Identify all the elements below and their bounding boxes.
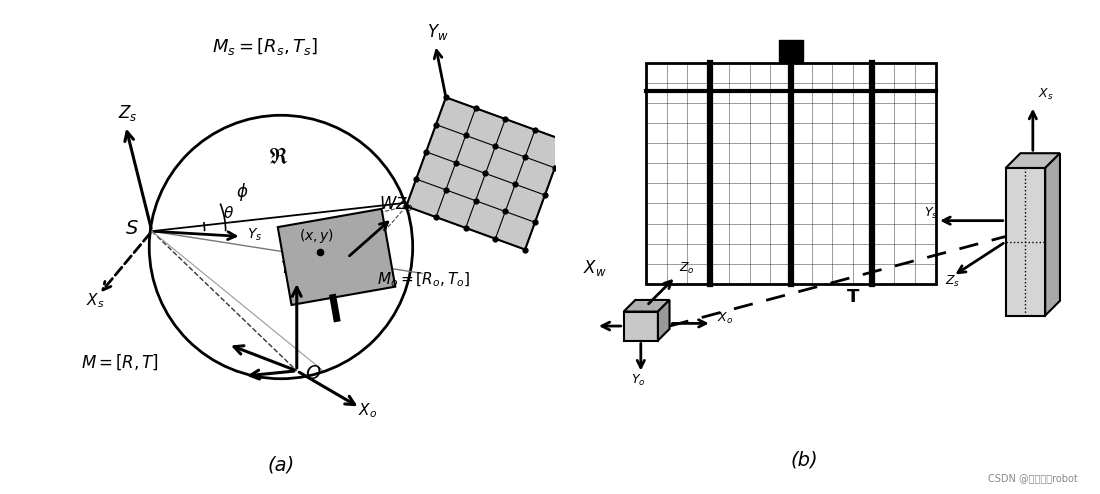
Text: $M_o=[R_o,T_o]$: $M_o=[R_o,T_o]$ xyxy=(376,270,470,288)
Text: $(x,y)$: $(x,y)$ xyxy=(299,227,334,245)
Polygon shape xyxy=(658,300,670,340)
Text: $Z_o$: $Z_o$ xyxy=(680,260,695,276)
Text: $X_s$: $X_s$ xyxy=(86,291,104,310)
Text: $\phi$: $\phi$ xyxy=(236,181,249,203)
Text: $O$: $O$ xyxy=(305,364,321,383)
Text: $W$: $W$ xyxy=(379,195,398,213)
Text: $S$: $S$ xyxy=(125,219,139,238)
Polygon shape xyxy=(1005,153,1060,168)
Text: (a): (a) xyxy=(267,456,295,475)
Text: $X_o$: $X_o$ xyxy=(359,402,377,420)
Text: $Y_s$: $Y_s$ xyxy=(246,227,262,244)
Text: $\theta$: $\theta$ xyxy=(223,205,234,221)
Text: $Z_o$: $Z_o$ xyxy=(395,195,414,214)
Polygon shape xyxy=(624,300,670,312)
Text: $M_s=[R_s,T_s]$: $M_s=[R_s,T_s]$ xyxy=(212,36,318,57)
Text: $X_o$: $X_o$ xyxy=(717,311,733,326)
Text: $\mathbf{T}$: $\mathbf{T}$ xyxy=(846,288,860,306)
Text: $Y_w$: $Y_w$ xyxy=(428,22,449,42)
Text: CSDN @果壳中的robot: CSDN @果壳中的robot xyxy=(989,473,1078,484)
Text: $M=[R,T]$: $M=[R,T]$ xyxy=(80,353,158,372)
Text: $Z_s$: $Z_s$ xyxy=(945,274,960,289)
Polygon shape xyxy=(278,209,395,305)
Text: (b): (b) xyxy=(790,451,818,470)
Text: $Y_o$: $Y_o$ xyxy=(631,373,646,388)
Polygon shape xyxy=(1045,153,1060,316)
Text: $Z_s$: $Z_s$ xyxy=(118,103,138,123)
Bar xyxy=(646,63,936,284)
Bar xyxy=(780,41,803,63)
Text: $X_s$: $X_s$ xyxy=(1038,87,1054,102)
Bar xyxy=(624,312,658,340)
Polygon shape xyxy=(406,97,564,249)
Text: $Y_o$: $Y_o$ xyxy=(280,259,297,278)
Text: $Y_s$: $Y_s$ xyxy=(924,206,938,220)
Bar xyxy=(1005,168,1045,316)
Text: $\mathfrak{R}$: $\mathfrak{R}$ xyxy=(267,146,288,166)
Text: $X_w$: $X_w$ xyxy=(583,258,607,278)
